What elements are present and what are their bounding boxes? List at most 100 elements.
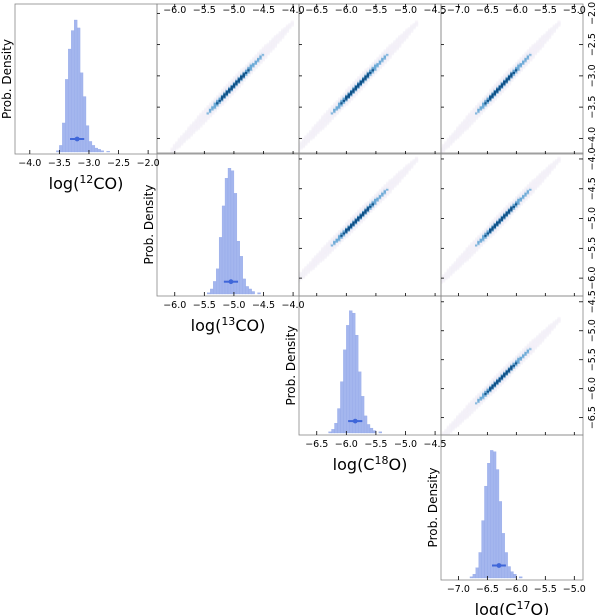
- x-tick-label: −7.0: [447, 584, 470, 595]
- density-cell: [304, 135, 308, 139]
- density-cell: [453, 418, 457, 422]
- histogram-bar: [88, 141, 93, 153]
- density-cell: [374, 193, 378, 197]
- histogram-bar: [94, 147, 98, 153]
- density-cell: [543, 169, 547, 173]
- density-cell: [524, 186, 528, 190]
- histogram-bar: [216, 268, 220, 295]
- density-cell: [503, 207, 507, 211]
- density-cell: [479, 232, 483, 236]
- density-cell: [313, 255, 318, 259]
- density-cell: [257, 51, 261, 55]
- x-tick-label: −6.5: [305, 439, 328, 450]
- x-tick-label: −6.0: [335, 439, 358, 450]
- right-axis-c18o: −6.5 −6.0 −5.5 −5.0 −4.5: [579, 290, 598, 429]
- density-cell: [357, 209, 361, 213]
- density-cell: [555, 319, 559, 323]
- density-cell: [223, 86, 227, 90]
- density-cell: [398, 34, 402, 39]
- density-cell: [531, 179, 535, 183]
- y-tick-label: −3.0: [587, 64, 598, 87]
- density-cell: [323, 244, 327, 248]
- y-tick-label: −2.5: [587, 33, 598, 56]
- x-tick-label: −5.0: [563, 5, 586, 16]
- density-cell: [446, 137, 450, 141]
- density-cell: [340, 94, 344, 99]
- x-tick-label: −6.5: [305, 5, 328, 16]
- histogram-bar: [71, 30, 75, 153]
- histogram-bar: [230, 170, 235, 295]
- histogram-bar: [372, 430, 377, 434]
- histogram-bar: [355, 334, 359, 434]
- density-cell: [311, 257, 315, 261]
- density-cell: [318, 118, 322, 122]
- density-cell: [333, 102, 337, 106]
- density-cell: [526, 184, 530, 188]
- density-cell: [531, 44, 535, 48]
- density-cell: [474, 395, 479, 399]
- density-cell: [369, 64, 373, 68]
- histogram-bar: [358, 371, 362, 434]
- density-cell: [213, 97, 217, 101]
- density-cell: [500, 368, 505, 372]
- density-cell: [449, 265, 453, 270]
- histogram-bar: [493, 451, 497, 579]
- density-cell: [498, 78, 502, 82]
- density-cell: [309, 130, 313, 134]
- histogram-bar: [85, 125, 90, 153]
- density-cell: [458, 123, 462, 128]
- density-cell: [395, 172, 399, 177]
- diag-axes-12co: −4.0 −3.5 −3.0 −2.5 −2.0 log(12CO) Prob. Densi…: [0, 39, 160, 193]
- density-cell: [517, 59, 521, 63]
- density-cell: [366, 200, 371, 205]
- density-cell: [498, 212, 502, 216]
- density-cell: [175, 141, 179, 145]
- diag-axes-c17o: −7.0 −6.5 −6.0 −5.5 −5.0 log(C17O) Prob. Densi…: [426, 468, 586, 615]
- density-cell: [378, 188, 383, 193]
- joint-panel-13co-vs-c17o: [441, 156, 561, 284]
- histogram-bar: [65, 79, 69, 153]
- density-cell: [184, 130, 189, 134]
- density-cell: [295, 280, 298, 283]
- y-tick-label: −5.0: [587, 207, 598, 230]
- density-cell: [496, 214, 500, 218]
- density-cell: [220, 88, 225, 92]
- density-cell: [381, 51, 385, 55]
- density-cell: [259, 49, 263, 53]
- density-cell: [330, 237, 334, 241]
- density-cell: [374, 59, 378, 63]
- density-cell: [252, 56, 256, 60]
- histogram-bar: [91, 145, 96, 153]
- x-tick-label: −5.0: [394, 439, 417, 450]
- density-cell: [536, 175, 540, 179]
- density-cell: [269, 40, 273, 44]
- right-axis-12co: −4.0 −3.5 −3.0 −2.5 −2.0: [579, 2, 598, 150]
- density-cell: [402, 30, 407, 35]
- density-cell: [442, 143, 446, 147]
- histogram-bar: [106, 151, 110, 153]
- density-cell: [352, 214, 356, 218]
- x-tick-label: −4.5: [252, 5, 275, 16]
- density-cell: [519, 350, 523, 354]
- histogram-bar: [366, 424, 371, 434]
- histogram-bar: [340, 381, 344, 434]
- density-cell: [536, 335, 540, 339]
- density-cell: [540, 330, 545, 334]
- histogram-bar: [519, 576, 523, 579]
- histogram-bar: [79, 72, 84, 153]
- density-cell: [295, 281, 298, 284]
- density-cell: [507, 361, 512, 365]
- histogram-bar: [239, 256, 243, 295]
- density-cell: [472, 239, 476, 243]
- density-cell: [446, 425, 450, 429]
- density-cell: [547, 164, 552, 168]
- density-cell: [264, 44, 268, 48]
- density-cell: [545, 30, 549, 35]
- density-cell: [505, 70, 509, 75]
- density-cell: [288, 22, 292, 27]
- density-cell: [405, 164, 409, 168]
- density-cell: [557, 156, 561, 160]
- density-cell: [402, 166, 407, 170]
- inner-ticks: [441, 158, 575, 296]
- density-cell: [470, 399, 474, 404]
